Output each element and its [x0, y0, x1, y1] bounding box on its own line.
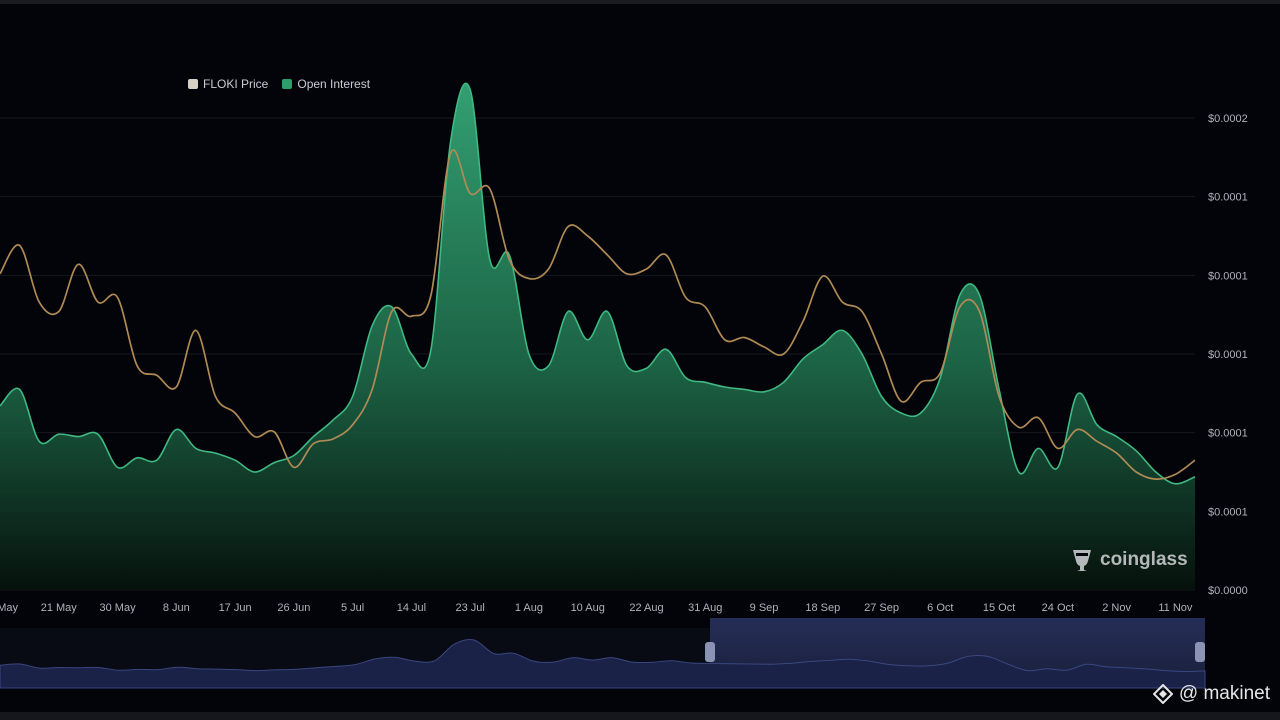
- x-tick-label: 17 Jun: [219, 602, 252, 614]
- coinglass-watermark: coinglass: [1070, 547, 1188, 573]
- x-tick-label: 9 Sep: [750, 602, 779, 614]
- x-tick-label: 30 May: [100, 602, 137, 614]
- open-interest-area: [0, 83, 1195, 591]
- y-tick-label: $0.0002: [1208, 113, 1248, 125]
- price-swatch: [188, 79, 198, 89]
- chart-legend: FLOKI Price Open Interest: [188, 77, 370, 91]
- x-tick-label: 10 Aug: [571, 602, 605, 614]
- legend-item-oi[interactable]: Open Interest: [282, 77, 370, 91]
- legend-item-price[interactable]: FLOKI Price: [188, 77, 268, 91]
- legend-price-label: FLOKI Price: [203, 77, 269, 91]
- navigator-right-handle[interactable]: [1195, 642, 1205, 662]
- watermark-text: coinglass: [1100, 549, 1188, 570]
- oi-swatch: [282, 79, 293, 89]
- y-tick-label: $0.0001: [1208, 270, 1248, 282]
- x-tick-label: 18 Sep: [805, 602, 840, 614]
- x-tick-label: 22 Aug: [629, 602, 663, 614]
- x-axis: 12 May 21 May 30 May 8 Jun 17 Jun 26 Jun 5 Jul…: [0, 602, 1193, 614]
- y-tick-label: $0.0001: [1208, 428, 1248, 440]
- navigator-series: [0, 638, 1206, 689]
- price-series: [0, 149, 1196, 480]
- y-tick-label: $0.0001: [1208, 506, 1248, 518]
- x-tick-label: 27 Sep: [864, 602, 899, 614]
- y-tick-label: $0.0001: [1208, 349, 1248, 361]
- y-tick-label: $0.0000: [1208, 585, 1248, 597]
- author-credit: @ makinet: [1152, 683, 1270, 705]
- x-tick-label: 23 Jul: [455, 602, 484, 614]
- open-interest-line: [0, 82, 1196, 485]
- x-tick-label: 26 Jun: [277, 602, 310, 614]
- x-tick-label: 31 Aug: [688, 602, 722, 614]
- x-tick-label: 15 Oct: [983, 602, 1015, 614]
- top-border: [0, 0, 1280, 4]
- bottom-border: [0, 712, 1280, 720]
- x-tick-label: 8 Jun: [163, 602, 190, 614]
- x-tick-label: 11 Nov: [1158, 602, 1193, 614]
- x-tick-label: 24 Oct: [1042, 602, 1074, 614]
- y-tick-label: $0.0001: [1208, 192, 1248, 204]
- open-interest-series: [0, 82, 1196, 591]
- x-tick-label: 6 Oct: [927, 602, 953, 614]
- x-tick-label: 2 Nov: [1102, 602, 1131, 614]
- coinglass-logo-icon: [1073, 550, 1091, 571]
- diamond-logo-icon: [1152, 684, 1173, 704]
- price-line: [0, 149, 1196, 480]
- x-tick-label: 5 Jul: [341, 602, 364, 614]
- credit-text: @ makinet: [1178, 683, 1270, 704]
- range-navigator[interactable]: [0, 618, 1206, 689]
- y-axis: $0.0002 $0.0001 $0.0001 $0.0001 $0.0001 $0.00…: [1208, 113, 1248, 597]
- navigator-left-handle[interactable]: [705, 642, 715, 662]
- x-tick-label: 12 May: [0, 602, 19, 614]
- x-tick-label: 1 Aug: [515, 602, 543, 614]
- legend-oi-label: Open Interest: [297, 77, 371, 91]
- x-tick-label: 21 May: [41, 602, 78, 614]
- x-tick-label: 14 Jul: [397, 602, 426, 614]
